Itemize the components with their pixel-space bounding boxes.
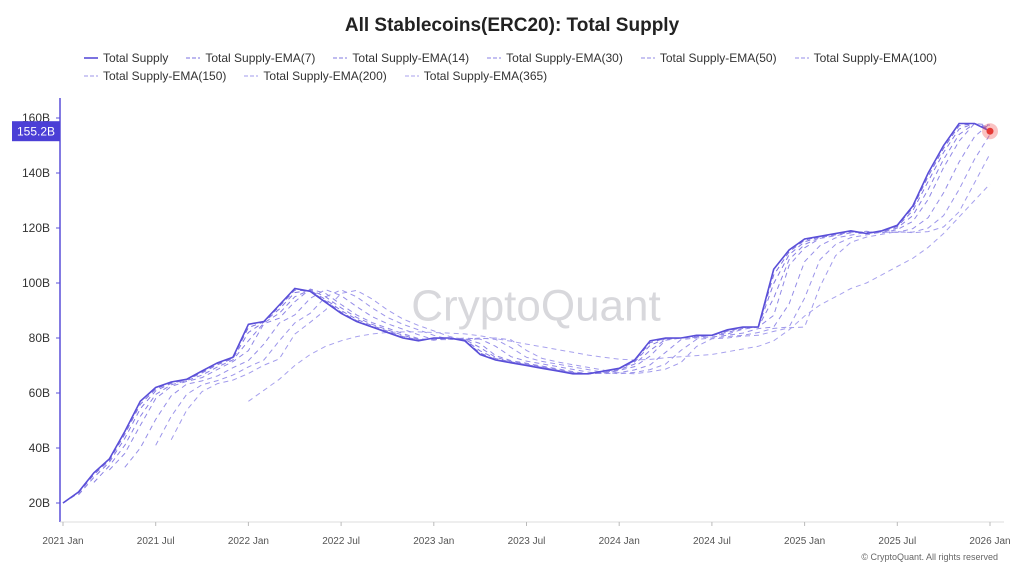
legend-item: Total Supply-EMA(365): [404, 68, 548, 84]
last-point: [986, 127, 994, 135]
series-line: [124, 123, 991, 468]
x-tick-label: 2025 Jan: [784, 536, 825, 547]
footer: © CryptoQuant. All rights reserved: [861, 552, 998, 562]
legend-label: Total Supply-EMA(200): [263, 69, 387, 83]
series-line: [248, 183, 991, 402]
y-tick-label: 140B: [22, 166, 50, 180]
y-tick-label: 40B: [29, 441, 50, 455]
legend-label: Total Supply-EMA(365): [423, 69, 548, 83]
x-tick-label: 2024 Jul: [693, 536, 731, 547]
series-line: [62, 122, 991, 504]
x-tick-label: 2024 Jan: [599, 536, 640, 547]
legend-label: Total Supply-EMA(100): [813, 51, 937, 65]
y-tick-label: 80B: [29, 331, 50, 345]
legend: Total Supply Total Supply-EMA(7) Total Sup…: [84, 50, 964, 84]
x-tick-label: 2026 Jan: [969, 536, 1010, 547]
legend-label: Total Supply: [103, 51, 169, 65]
legend-swatch: [640, 57, 655, 59]
y-tick-label: 120B: [22, 221, 50, 235]
series-line: [93, 122, 991, 483]
legend-swatch: [487, 57, 502, 59]
legend-item: Total Supply-EMA(100): [794, 50, 937, 66]
y-tick-label: 100B: [22, 276, 50, 290]
legend-swatch: [244, 75, 259, 77]
x-tick-label: 2021 Jan: [42, 536, 83, 547]
series-line: [155, 134, 991, 446]
legend-label: Total Supply-EMA(7): [205, 51, 316, 65]
legend-item: Total Supply-EMA(7): [186, 50, 315, 66]
legend-item: Total Supply-EMA(150): [84, 68, 226, 84]
x-tick-label: 2022 Jul: [322, 536, 360, 547]
legend-label: Total Supply-EMA(50): [659, 51, 777, 65]
x-tick-label: 2023 Jul: [508, 536, 546, 547]
legend-item: Total Supply: [84, 50, 168, 66]
legend-item: Total Supply-EMA(50): [640, 50, 777, 66]
x-tick-label: 2021 Jul: [137, 536, 175, 547]
legend-item: Total Supply-EMA(30): [487, 50, 623, 66]
legend-swatch: [404, 75, 419, 77]
legend-item: Total Supply-EMA(14): [333, 50, 469, 66]
legend-swatch: [84, 75, 98, 77]
series-line: [78, 122, 991, 496]
x-tick-label: 2023 Jan: [413, 536, 454, 547]
x-tick-label: 2022 Jan: [228, 536, 269, 547]
legend-swatch: [333, 57, 348, 59]
legend-label: Total Supply-EMA(150): [103, 69, 227, 83]
chart-title: All Stablecoins(ERC20): Total Supply: [345, 15, 680, 36]
legend-label: Total Supply-EMA(30): [506, 51, 623, 65]
series-line: [170, 153, 991, 441]
x-tick-label: 2025 Jul: [878, 536, 916, 547]
legend-swatch: [186, 57, 201, 59]
legend-swatch: [84, 57, 98, 59]
last-value-label: 155.2B: [17, 125, 55, 139]
last-value-box: [12, 121, 60, 142]
watermark: CryptoQuant: [411, 282, 660, 331]
y-tick-label: 20B: [29, 496, 50, 510]
legend-swatch: [794, 57, 809, 59]
legend-item: Total Supply-EMA(200): [244, 68, 387, 84]
legend-label: Total Supply-EMA(14): [352, 51, 470, 65]
y-tick-label: 60B: [29, 386, 50, 400]
